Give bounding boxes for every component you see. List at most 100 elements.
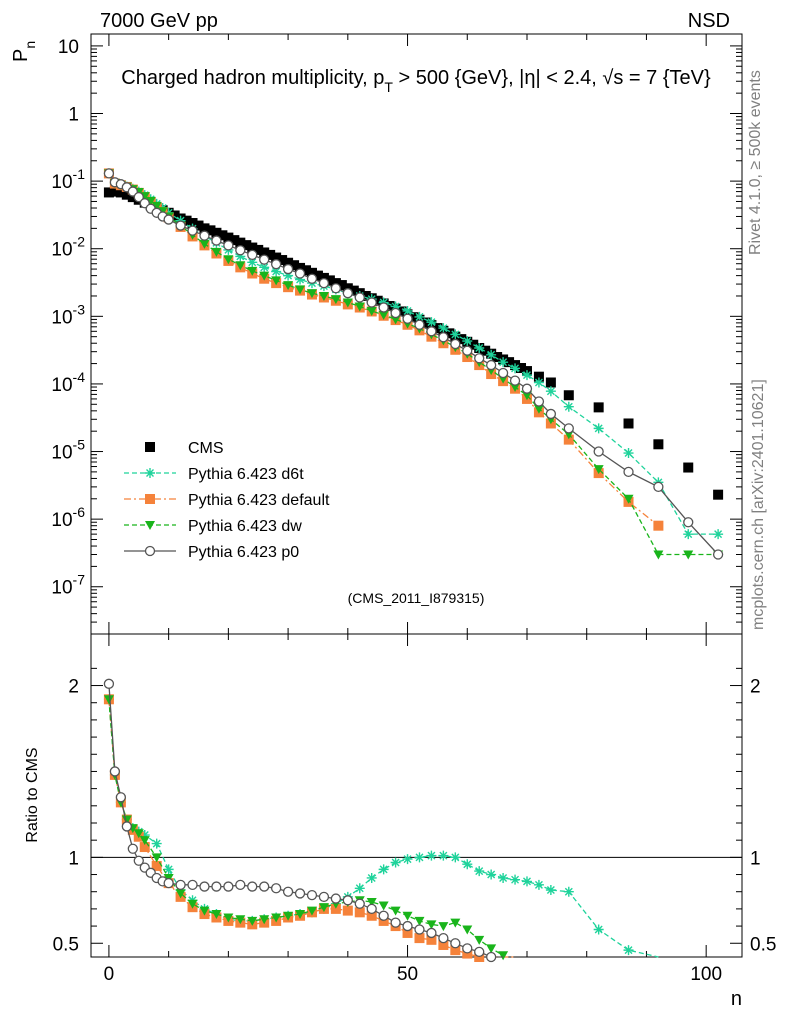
- ratio-point-d6t: [390, 857, 401, 868]
- ratio-point-default: [426, 934, 437, 945]
- data-point-cms: [253, 244, 264, 255]
- data-point-cms: [504, 357, 515, 368]
- y-tick-label: 10-1: [51, 166, 85, 193]
- ratio-y-tick-label: 2: [68, 677, 79, 698]
- y-tick-label-base: 10: [51, 578, 72, 599]
- ratio-point-dw: [366, 898, 377, 908]
- ratio-point-d6t: [462, 859, 473, 870]
- data-point-p0: [211, 235, 222, 246]
- data-point-p0: [426, 326, 437, 337]
- data-point-p0: [103, 168, 115, 179]
- ratio-point-p0: [223, 881, 234, 892]
- data-point-dw: [510, 383, 521, 393]
- ratio-point-default: [151, 860, 162, 871]
- data-point-d6t: [247, 257, 258, 268]
- data-point-cms: [241, 240, 252, 251]
- ratio-point-p0: [342, 895, 353, 906]
- data-point-cms: [115, 187, 126, 198]
- y-tick-label-base: 10: [51, 375, 72, 396]
- y-tick-label-base: 10: [51, 307, 72, 328]
- data-point-cms: [432, 323, 443, 334]
- ratio-point-d6t: [366, 872, 377, 883]
- data-point-p0: [223, 240, 234, 251]
- y-tick-label-base: 10: [51, 443, 72, 464]
- data-point-cms: [283, 257, 294, 268]
- legend-item-p0: Pythia 6.423 p0: [124, 544, 299, 561]
- data-point-p0: [378, 302, 389, 313]
- ratio-point-default: [414, 933, 425, 944]
- ratio-point-d6t: [426, 850, 437, 861]
- ratio-point-dw: [247, 916, 258, 926]
- ratio-y-tick-label-right: 1: [750, 848, 761, 869]
- ratio-point-p0: [163, 877, 174, 889]
- legend-marker-p0: [144, 545, 156, 557]
- data-point-cms: [235, 237, 246, 248]
- y-tick-label-exponent: -7: [73, 572, 86, 588]
- ratio-point-p0: [211, 881, 222, 892]
- ratio-point-default: [354, 907, 365, 918]
- data-point-default: [653, 520, 664, 531]
- ratio-series-dw: [103, 695, 509, 961]
- y-tick-label-base: 10: [51, 172, 72, 193]
- data-point-dw: [390, 315, 401, 325]
- data-point-cms: [289, 260, 300, 271]
- y-tick-label: 10: [58, 37, 79, 58]
- y-tick-label-exponent: -1: [73, 166, 86, 182]
- data-point-cms: [211, 227, 222, 238]
- data-point-dw: [330, 295, 341, 305]
- x-axis-label: n: [731, 988, 742, 1010]
- ratio-point-dw: [259, 915, 270, 925]
- data-point-p0: [235, 245, 246, 256]
- ratio-y-axis-label: Ratio to CMS: [24, 747, 41, 842]
- data-point-cms: [713, 489, 724, 500]
- data-point-cms: [247, 242, 258, 253]
- ratio-point-dw: [378, 901, 389, 911]
- data-point-dw: [145, 196, 156, 206]
- data-point-d6t: [623, 448, 634, 459]
- y-tick-label-exponent: -3: [73, 301, 86, 317]
- ratio-point-dw: [318, 903, 329, 913]
- ratio-line-p0: [108, 683, 504, 958]
- data-point-cms: [127, 192, 138, 203]
- ratio-point-p0: [115, 792, 127, 803]
- ratio-point-p0: [330, 893, 342, 904]
- data-point-cms: [312, 270, 323, 281]
- data-point-dw: [235, 261, 246, 271]
- ratio-plot-frame: [90, 633, 743, 958]
- data-point-cms: [516, 363, 527, 374]
- data-point-p0: [450, 338, 461, 350]
- ratio-point-d6t: [521, 876, 532, 887]
- data-point-default: [563, 434, 574, 445]
- ratio-point-dw: [438, 922, 449, 932]
- ratio-point-p0: [133, 855, 144, 866]
- y-tick-label: 10-4: [51, 369, 85, 396]
- data-point-dw: [283, 281, 294, 291]
- data-point-dw: [366, 306, 377, 316]
- data-point-p0: [199, 230, 210, 241]
- data-point-cms: [384, 301, 395, 312]
- data-point-cms: [301, 265, 312, 276]
- data-point-p0: [462, 345, 473, 356]
- data-point-dw: [354, 302, 365, 312]
- ratio-point-dw: [426, 920, 437, 930]
- legend: CMS Pythia 6.423 d6t Pythia 6.423 default P…: [124, 440, 330, 561]
- data-point-cms: [121, 189, 132, 200]
- legend-marker-d6t: [145, 468, 155, 478]
- data-point-cms: [492, 352, 503, 363]
- data-point-d6t: [450, 329, 461, 340]
- data-point-cms: [683, 462, 694, 473]
- data-point-p0: [623, 466, 634, 478]
- y-tick-label-exponent: -5: [73, 437, 86, 453]
- ratio-point-dw: [414, 916, 425, 926]
- ratio-point-dw: [390, 906, 401, 916]
- data-point-cms: [420, 317, 431, 328]
- data-point-p0: [414, 319, 425, 330]
- data-point-cms: [468, 339, 479, 350]
- legend-item-d6t: Pythia 6.423 d6t: [124, 466, 304, 483]
- data-point-cms: [563, 390, 574, 401]
- data-point-cms: [223, 232, 234, 243]
- data-point-cms: [348, 285, 359, 296]
- data-point-p0: [563, 423, 574, 434]
- data-point-cms: [324, 275, 335, 286]
- analysis-watermark: (CMS_2011_I879315): [348, 590, 485, 606]
